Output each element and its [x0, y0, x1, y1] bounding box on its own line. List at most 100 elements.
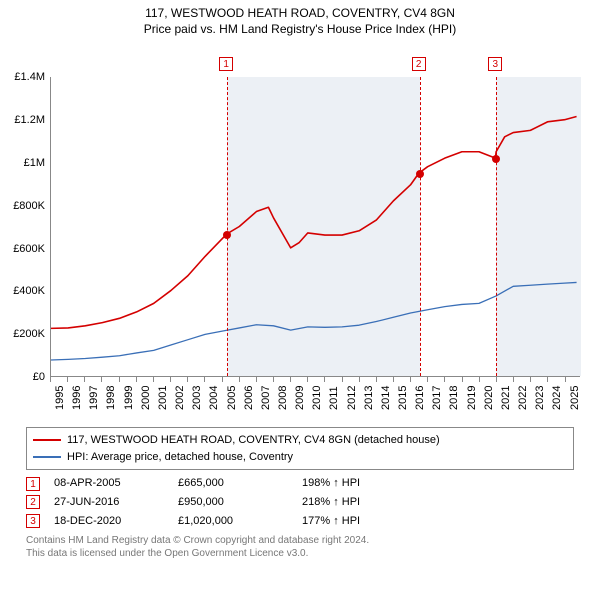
x-axis-tick — [101, 377, 102, 382]
x-axis-tick-label: 2010 — [311, 386, 323, 410]
sale-marker-badge: 2 — [412, 57, 426, 71]
sales-row-price: £950,000 — [178, 493, 288, 512]
x-axis-tick-label: 2005 — [226, 386, 238, 410]
legend-item-property: 117, WESTWOOD HEATH ROAD, COVENTRY, CV4 … — [33, 432, 567, 449]
y-axis-tick-label: £800K — [0, 200, 45, 212]
x-axis-tick-label: 2011 — [328, 387, 340, 411]
x-axis-tick-label: 1996 — [71, 386, 83, 410]
sale-marker-dot — [223, 231, 231, 239]
sales-row-price: £1,020,000 — [178, 512, 288, 531]
y-axis-tick-label: £1M — [0, 157, 45, 169]
x-axis-tick — [204, 377, 205, 382]
x-axis-tick — [513, 377, 514, 382]
x-axis-tick-label: 1998 — [105, 386, 117, 410]
sales-row-badge: 1 — [26, 477, 40, 491]
sale-marker-badge: 3 — [488, 57, 502, 71]
sales-table: 108-APR-2005£665,000198% ↑ HPI227-JUN-20… — [26, 474, 574, 530]
x-axis-tick-label: 2014 — [380, 386, 392, 410]
x-axis-tick-label: 2009 — [294, 386, 306, 410]
x-axis-tick-label: 2002 — [174, 386, 186, 410]
x-axis-tick — [530, 377, 531, 382]
footer-attribution: Contains HM Land Registry data © Crown c… — [26, 534, 574, 560]
x-axis-tick-label: 2008 — [277, 386, 289, 410]
x-axis-tick-label: 2017 — [431, 386, 443, 410]
legend-item-hpi: HPI: Average price, detached house, Cove… — [33, 449, 567, 466]
sale-marker-badge: 1 — [219, 57, 233, 71]
x-axis-tick — [307, 377, 308, 382]
x-axis-tick — [496, 377, 497, 382]
legend-label: HPI: Average price, detached house, Cove… — [67, 451, 293, 463]
sale-marker-dot — [416, 170, 424, 178]
footer-line2: This data is licensed under the Open Gov… — [26, 547, 574, 560]
legend-swatch-hpi — [33, 456, 61, 458]
sales-row-badge: 3 — [26, 514, 40, 528]
x-axis-tick-label: 2025 — [569, 386, 581, 410]
legend-label: 117, WESTWOOD HEATH ROAD, COVENTRY, CV4 … — [67, 434, 440, 446]
x-axis-tick-label: 2024 — [551, 386, 563, 410]
sales-row-pct: 198% ↑ HPI — [302, 474, 360, 493]
x-axis-tick — [239, 377, 240, 382]
series-line-property — [51, 117, 577, 329]
x-axis-tick — [324, 377, 325, 382]
x-axis-tick — [342, 377, 343, 382]
chart-lines-svg — [51, 77, 580, 376]
footer-line1: Contains HM Land Registry data © Crown c… — [26, 534, 574, 547]
x-axis-tick — [84, 377, 85, 382]
x-axis-tick — [376, 377, 377, 382]
x-axis-tick — [359, 377, 360, 382]
sale-marker-dot — [492, 155, 500, 163]
title-subtitle: Price paid vs. HM Land Registry's House … — [0, 22, 600, 38]
x-axis-tick — [170, 377, 171, 382]
legend-swatch-property — [33, 439, 61, 441]
x-axis-tick — [547, 377, 548, 382]
x-axis-tick — [427, 377, 428, 382]
x-axis-tick-label: 2016 — [414, 386, 426, 410]
x-axis-tick-label: 2012 — [346, 386, 358, 410]
x-axis-tick-label: 2021 — [500, 386, 512, 410]
x-axis-tick — [410, 377, 411, 382]
x-axis-tick-label: 1997 — [88, 386, 100, 410]
x-axis-tick-label: 2020 — [483, 386, 495, 410]
y-axis-tick-label: £400K — [0, 285, 45, 297]
sales-row-pct: 177% ↑ HPI — [302, 512, 360, 531]
sales-row-date: 27-JUN-2016 — [54, 493, 164, 512]
sales-row-price: £665,000 — [178, 474, 288, 493]
x-axis-tick — [393, 377, 394, 382]
x-axis-tick-label: 2015 — [397, 386, 409, 410]
y-axis-tick-label: £1.4M — [0, 71, 45, 83]
y-axis-tick-label: £1.2M — [0, 114, 45, 126]
x-axis-tick — [290, 377, 291, 382]
plot-area — [50, 77, 580, 377]
sales-row-pct: 218% ↑ HPI — [302, 493, 360, 512]
x-axis-tick — [565, 377, 566, 382]
x-axis-tick-label: 2023 — [534, 386, 546, 410]
x-axis-tick — [50, 377, 51, 382]
y-axis-tick-label: £600K — [0, 243, 45, 255]
x-axis-tick-label: 2001 — [157, 386, 169, 410]
x-axis-tick-label: 2004 — [208, 386, 220, 410]
x-axis-tick — [256, 377, 257, 382]
legend-box: 117, WESTWOOD HEATH ROAD, COVENTRY, CV4 … — [26, 427, 574, 470]
chart-title-block: 117, WESTWOOD HEATH ROAD, COVENTRY, CV4 … — [0, 0, 600, 37]
x-axis-tick — [479, 377, 480, 382]
sales-row-date: 08-APR-2005 — [54, 474, 164, 493]
y-axis-tick-label: £200K — [0, 328, 45, 340]
x-axis-tick — [187, 377, 188, 382]
x-axis-tick-label: 2000 — [140, 386, 152, 410]
sales-table-row: 227-JUN-2016£950,000218% ↑ HPI — [26, 493, 574, 512]
x-axis-tick — [67, 377, 68, 382]
y-axis-tick-label: £0 — [0, 371, 45, 383]
series-line-hpi — [51, 283, 577, 361]
x-axis-tick-label: 2019 — [466, 386, 478, 410]
chart-container: £0£200K£400K£600K£800K£1M£1.2M£1.4M19951… — [0, 37, 600, 427]
title-address: 117, WESTWOOD HEATH ROAD, COVENTRY, CV4 … — [0, 6, 600, 22]
x-axis-tick — [153, 377, 154, 382]
x-axis-tick — [273, 377, 274, 382]
x-axis-tick-label: 2022 — [517, 386, 529, 410]
x-axis-tick-label: 2018 — [448, 386, 460, 410]
sale-marker-line — [420, 77, 421, 376]
x-axis-tick-label: 2003 — [191, 386, 203, 410]
sales-row-date: 18-DEC-2020 — [54, 512, 164, 531]
x-axis-tick-label: 2006 — [243, 386, 255, 410]
x-axis-tick-label: 2013 — [363, 386, 375, 410]
